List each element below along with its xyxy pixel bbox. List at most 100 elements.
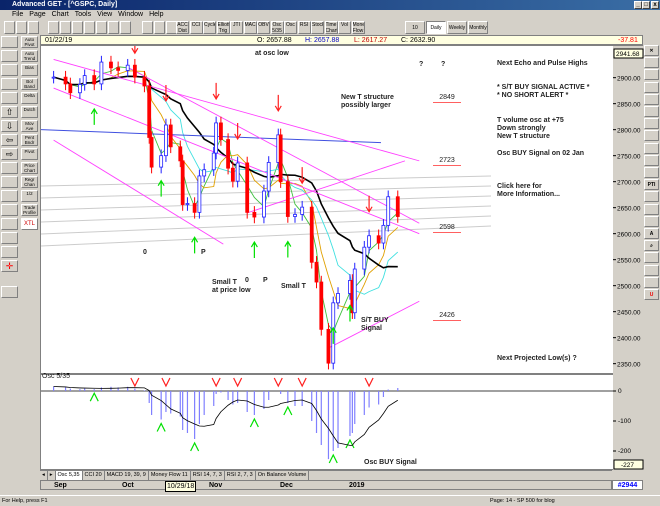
- indicator-button[interactable]: MACD: [243, 21, 257, 34]
- help-icon[interactable]: [154, 21, 165, 34]
- print-setup-icon[interactable]: [108, 21, 119, 34]
- zoom-icon[interactable]: [28, 21, 39, 34]
- tool-auto-trend[interactable]: Auto Trend: [21, 50, 38, 62]
- tool-dutch[interactable]: Dutch: [21, 106, 38, 118]
- page-icon[interactable]: [120, 21, 131, 34]
- ellipse-icon[interactable]: [644, 154, 659, 166]
- tab-money-flow[interactable]: Money Flow 11: [149, 471, 191, 480]
- close-icon[interactable]: ✕: [644, 45, 659, 56]
- indicator-button[interactable]: OBV: [257, 21, 270, 34]
- grid-lines-icon[interactable]: [1, 78, 18, 90]
- time-ratio-icon[interactable]: [1, 162, 18, 174]
- pencil-icon[interactable]: [644, 57, 659, 69]
- save-as-icon[interactable]: [84, 21, 95, 34]
- layout-icon[interactable]: [644, 264, 659, 276]
- search-99-icon[interactable]: [16, 21, 27, 34]
- signal-icon[interactable]: [644, 215, 659, 227]
- left-arrow-icon[interactable]: ⇦: [1, 134, 18, 146]
- zoom-icon[interactable]: ⌕: [644, 240, 659, 252]
- fib-ext-icon[interactable]: [644, 93, 659, 105]
- fib-ret-icon[interactable]: [644, 81, 659, 93]
- tool-trade-profile[interactable]: Trade Profile: [21, 204, 38, 216]
- tool-1-2[interactable]: 1/2: [21, 190, 38, 202]
- down-arrow-icon[interactable]: ⇩: [1, 120, 18, 132]
- grid-icon[interactable]: [644, 191, 659, 203]
- tool-pivot[interactable]: Pivot: [21, 148, 38, 160]
- eraser-icon[interactable]: [644, 167, 659, 178]
- tab-rsi-14[interactable]: RSI 14, 7, 3: [191, 471, 225, 480]
- camera-icon[interactable]: [1, 286, 18, 298]
- period-10-minute[interactable]: 10 Minute: [405, 21, 425, 34]
- fan-icon[interactable]: [644, 130, 659, 142]
- print-icon[interactable]: [142, 21, 153, 34]
- more-info-link[interactable]: More Information...: [497, 191, 560, 198]
- tool-bias[interactable]: Bias: [21, 64, 38, 76]
- lines-icon[interactable]: [1, 218, 18, 230]
- tab-scroll-right[interactable]: ▸: [48, 471, 56, 480]
- open-folder-icon[interactable]: [1, 36, 18, 48]
- indicator-button[interactable]: Osc: [284, 21, 297, 34]
- tab-obv[interactable]: On Balance Volume: [256, 471, 310, 480]
- close-button[interactable]: x: [651, 1, 659, 9]
- indicator-button[interactable]: JTI: [230, 21, 243, 34]
- menu-view[interactable]: View: [97, 11, 113, 18]
- period-weekly[interactable]: Weekly: [447, 21, 467, 34]
- tool-pent-bndr[interactable]: Pent Bndr: [21, 134, 38, 146]
- pti-icon[interactable]: PTI: [644, 179, 659, 191]
- indicator-button[interactable]: RSI: [297, 21, 311, 34]
- magnet-line-icon[interactable]: [644, 203, 659, 215]
- fill-icon[interactable]: [1, 246, 18, 258]
- open-icon[interactable]: [60, 21, 71, 34]
- date-axis[interactable]: Sep Oct Nov Dec 2019 10/29/18: [40, 480, 612, 492]
- price-ratio-icon[interactable]: [1, 190, 18, 202]
- save-icon[interactable]: [72, 21, 83, 34]
- tool-regr-chan[interactable]: Regr Chan: [21, 176, 38, 188]
- right-arrow-icon[interactable]: ⇨: [1, 148, 18, 160]
- hand-icon[interactable]: [4, 21, 15, 34]
- indicator-button[interactable]: Cycles: [203, 21, 216, 34]
- up-arrow-icon[interactable]: ⇧: [1, 106, 18, 118]
- lines-icon[interactable]: [644, 69, 659, 81]
- crosshair-icon[interactable]: ✛: [1, 260, 18, 272]
- fib-arc-icon[interactable]: [644, 118, 659, 130]
- menu-chart[interactable]: Chart: [51, 11, 69, 18]
- copy-icon[interactable]: [96, 21, 107, 34]
- tab-rsi-2[interactable]: RSI 2, 7, 3: [225, 471, 256, 480]
- indicator-button[interactable]: Money Flow: [351, 21, 365, 34]
- indicator-button[interactable]: Elliott Trig: [216, 21, 230, 34]
- fib-bars-icon[interactable]: [1, 50, 18, 62]
- rectangle-icon[interactable]: [1, 204, 18, 216]
- channel-icon[interactable]: [1, 232, 18, 244]
- menu-help[interactable]: Help: [149, 11, 164, 18]
- period-daily[interactable]: Daily: [426, 21, 446, 34]
- new-page-icon[interactable]: [48, 21, 59, 34]
- bars-alt-icon[interactable]: [1, 64, 18, 76]
- period-monthly[interactable]: Monthly: [468, 21, 488, 34]
- text-icon[interactable]: A: [644, 228, 659, 239]
- menu-tools[interactable]: Tools: [74, 11, 92, 18]
- fib-time-icon[interactable]: [644, 106, 659, 117]
- indicator-button[interactable]: CCI: [189, 21, 203, 34]
- ellipse-icon[interactable]: [1, 92, 18, 104]
- indicator-button[interactable]: Time Chart: [324, 21, 338, 34]
- tool-mov-ave[interactable]: Mov Ave: [21, 120, 38, 132]
- tool-bol-band[interactable]: Bol Band: [21, 78, 38, 90]
- tab-cci[interactable]: CCI 20: [83, 471, 105, 480]
- menu-file[interactable]: File: [12, 11, 24, 18]
- chart-area[interactable]: 2900.00 2850.00 2800.00 2750.00 2700.00 2650.…: [40, 37, 644, 471]
- indicator-button[interactable]: Vol: [338, 21, 351, 34]
- copy-icon[interactable]: [644, 276, 659, 288]
- tab-osc[interactable]: Osc 5,35: [55, 471, 83, 480]
- tool-xtl[interactable]: XTL: [21, 218, 38, 230]
- color-icon[interactable]: [644, 252, 659, 264]
- spacing-icon[interactable]: [1, 176, 18, 188]
- menu-page[interactable]: Page: [29, 11, 46, 18]
- tool-auto-pivot[interactable]: Auto Pivot: [21, 36, 38, 48]
- menu-window[interactable]: Window: [118, 11, 144, 18]
- box-icon[interactable]: [644, 142, 659, 154]
- maximize-button[interactable]: □: [642, 1, 650, 9]
- tab-macd[interactable]: MACD 19, 39, 9: [105, 471, 149, 480]
- tab-scroll-left[interactable]: ◂: [40, 471, 48, 480]
- indicator-button[interactable]: Osc 5/35: [270, 21, 284, 34]
- magnet-icon[interactable]: U: [644, 289, 659, 300]
